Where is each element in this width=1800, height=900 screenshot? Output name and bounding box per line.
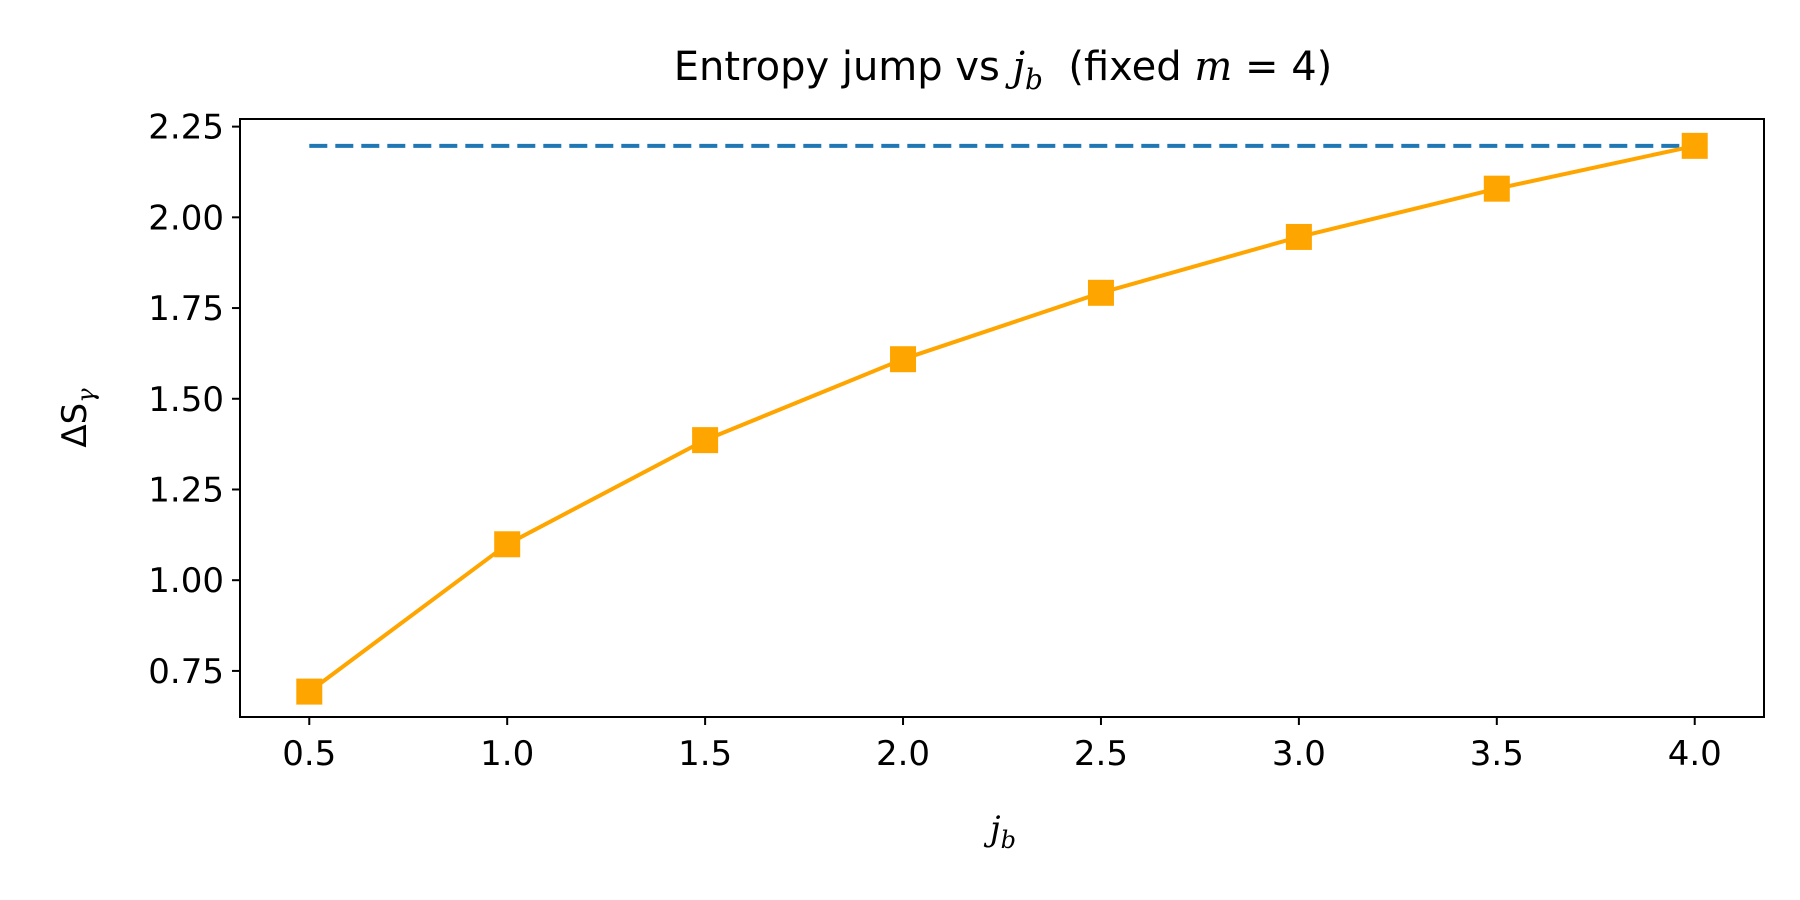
data-point-marker bbox=[890, 346, 917, 373]
chart-title-eq: = 4) bbox=[1232, 44, 1332, 90]
plot-frame bbox=[239, 118, 1765, 718]
chart-title-m: m bbox=[1194, 44, 1232, 90]
x-tick-label: 1.5 bbox=[678, 734, 732, 774]
x-tick-label: 1.0 bbox=[480, 734, 534, 774]
series-line bbox=[308, 143, 1696, 694]
y-tick-label: 1.25 bbox=[148, 470, 224, 510]
y-tick-label: 2.00 bbox=[148, 198, 224, 238]
data-point-marker bbox=[1087, 279, 1114, 306]
y-tick-label: 0.75 bbox=[148, 652, 224, 692]
data-point-marker bbox=[692, 427, 719, 454]
x-tick-label: 4.0 bbox=[1668, 734, 1722, 774]
chart-title-paren: (fixed bbox=[1043, 44, 1194, 90]
x-tick-label: 2.5 bbox=[1074, 734, 1128, 774]
y-tick-label: 1.00 bbox=[148, 561, 224, 601]
data-point-marker bbox=[1483, 175, 1510, 202]
x-axis: 0.5 1.0 1.5 2.0 2.5 3.0 3.5 4.0 bbox=[282, 717, 1722, 774]
y-axis-label-sub: γ bbox=[72, 388, 100, 403]
chart-title-prefix: Entropy jump vs bbox=[674, 44, 1013, 90]
x-tick-label: 3.5 bbox=[1470, 734, 1524, 774]
y-tick-label: 2.25 bbox=[148, 108, 224, 148]
x-axis-label-sub: b bbox=[1001, 826, 1016, 854]
chart-title: Entropy jump vs jb (fixed m = 4) bbox=[674, 44, 1333, 96]
y-axis: 0.75 1.00 1.25 1.50 1.75 2.00 2.25 bbox=[148, 108, 240, 692]
data-point-marker bbox=[1681, 132, 1708, 159]
y-tick-label: 1.50 bbox=[148, 380, 224, 420]
x-tick-label: 2.0 bbox=[876, 734, 930, 774]
data-point-marker bbox=[296, 678, 323, 705]
x-tick-label: 0.5 bbox=[282, 734, 336, 774]
x-tick-label: 3.0 bbox=[1272, 734, 1326, 774]
chart-title-var-sub: b bbox=[1025, 63, 1043, 96]
data-point-marker bbox=[1285, 223, 1312, 250]
y-axis-label-main: ΔS bbox=[55, 403, 95, 448]
y-axis-label: ΔSγ bbox=[55, 388, 100, 448]
plot-content bbox=[296, 132, 1708, 705]
y-tick-label: 1.75 bbox=[148, 289, 224, 329]
data-point-marker bbox=[494, 531, 521, 558]
